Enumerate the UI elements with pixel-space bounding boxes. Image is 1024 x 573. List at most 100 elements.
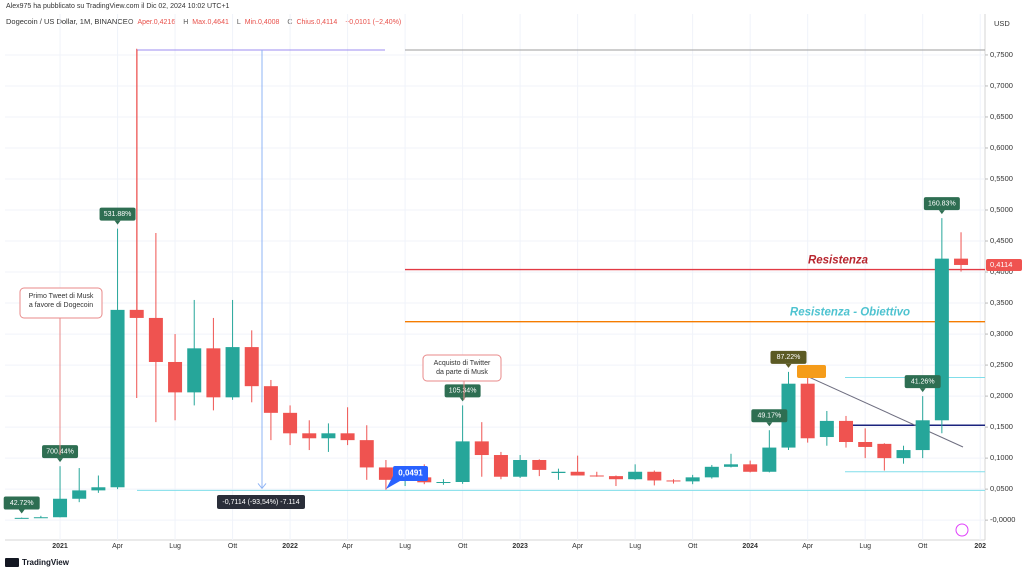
y-tick-label: -0,0000 xyxy=(990,515,1015,524)
candle-body xyxy=(359,440,374,468)
price-box xyxy=(986,258,1022,271)
candle-body xyxy=(781,383,796,448)
y-tick-label: 0,1000 xyxy=(990,453,1013,462)
candle-body xyxy=(148,317,163,362)
candle-body xyxy=(436,482,451,484)
candle-body xyxy=(110,309,125,488)
y-tick-label: 0,0500 xyxy=(990,484,1013,493)
candle-body xyxy=(551,471,566,474)
y-tick-label: 0,5500 xyxy=(990,174,1013,183)
x-tick-label: Apr xyxy=(342,543,354,550)
y-tick-label: 0,5000 xyxy=(990,205,1013,214)
level-label: Resistenza xyxy=(808,255,869,267)
candle-body xyxy=(91,487,106,491)
candle-body xyxy=(858,441,873,447)
change-label-box xyxy=(751,409,788,423)
y-tick-label: 0,6000 xyxy=(990,143,1013,152)
y-tick-label: 0,4000 xyxy=(990,267,1013,276)
candle-body xyxy=(244,347,259,387)
ohlc-legend: Chius.0,4114 xyxy=(296,19,337,26)
candle-body xyxy=(647,471,662,481)
change-pointer xyxy=(938,210,945,215)
candle-body xyxy=(225,347,240,398)
x-tick-label: Lug xyxy=(169,543,181,550)
candle-body xyxy=(532,459,547,470)
candle-body xyxy=(168,361,183,393)
callout-text: a favore di Dogecoin xyxy=(29,302,93,309)
x-tick-label: 2022 xyxy=(282,543,298,550)
level-label: Resistenza - Obiettivo xyxy=(790,307,910,319)
alert-icon xyxy=(955,523,969,537)
candle-body xyxy=(263,386,278,413)
x-tick-label: Ott xyxy=(458,543,467,550)
candle-body xyxy=(570,471,585,476)
candle-body xyxy=(800,383,815,439)
candle-body xyxy=(340,433,355,441)
candle-body xyxy=(685,477,700,482)
callout-box xyxy=(422,354,502,382)
candle-body xyxy=(628,471,643,480)
x-tick-label: 2024 xyxy=(742,543,758,550)
x-tick-label: Apr xyxy=(802,543,814,550)
candle-body xyxy=(704,466,719,478)
candle-body xyxy=(129,309,144,318)
change-label: 105.34% xyxy=(449,388,477,395)
change-label: 531.88% xyxy=(104,211,132,218)
candle-body xyxy=(877,443,892,459)
change-label: 87.22% xyxy=(777,354,801,361)
x-tick-label: Lug xyxy=(399,543,411,550)
change-label-box xyxy=(904,375,941,389)
candle-body xyxy=(608,476,623,480)
ohlc-legend: L xyxy=(237,19,241,26)
marker-label: 0,0491 xyxy=(398,469,423,478)
price-label: 0,4114 xyxy=(990,260,1012,269)
candle-body xyxy=(493,455,508,477)
x-tick-label: Ott xyxy=(688,543,697,550)
y-tick-label: 0,7500 xyxy=(990,50,1013,59)
candle-body xyxy=(53,498,68,518)
change-label: 41.26% xyxy=(911,378,935,385)
x-tick-label: 202 xyxy=(974,543,986,550)
candle-body xyxy=(513,459,528,477)
change-label: 160.83% xyxy=(928,200,956,207)
x-tick-label: Apr xyxy=(112,543,124,550)
change-label-box xyxy=(923,197,960,211)
x-tick-label: Lug xyxy=(859,543,871,550)
candle-body xyxy=(474,441,489,456)
x-tick-label: Lug xyxy=(629,543,641,550)
change-pointer xyxy=(18,509,25,514)
change-label-box xyxy=(3,496,40,510)
ohlc-legend: Max.0,4641 xyxy=(192,19,229,26)
candle-body xyxy=(723,464,738,467)
y-tick-label: 0,2000 xyxy=(990,391,1013,400)
change-label-box xyxy=(99,207,136,221)
symbol: Dogecoin / US Dollar, 1M, BINANCE xyxy=(6,17,128,26)
author-line: Alex975 ha pubblicato su TradingView.com… xyxy=(6,3,230,10)
x-tick-label: Ott xyxy=(918,543,927,550)
x-tick-label: 2023 xyxy=(512,543,528,550)
tv-logo xyxy=(5,558,19,567)
x-tick-label: Apr xyxy=(572,543,584,550)
y-tick-label: 0,6500 xyxy=(990,112,1013,121)
brand: TradingView xyxy=(22,558,70,567)
candle-body xyxy=(666,480,681,482)
change-pointer xyxy=(919,388,926,393)
change-pointer xyxy=(57,458,64,463)
change-label-box xyxy=(444,384,481,398)
candle-body xyxy=(819,420,834,438)
candle-body xyxy=(321,433,336,439)
candle-body xyxy=(954,258,969,265)
ohlc-legend: Min.0,4008 xyxy=(245,19,280,26)
callout-text: Acquisto di Twitter xyxy=(434,360,491,367)
candle-body xyxy=(33,517,48,519)
change-pointer xyxy=(114,220,121,225)
change-label: 42.72% xyxy=(10,500,34,507)
candle-body xyxy=(14,517,29,519)
candle-body xyxy=(915,420,930,451)
change-label-box xyxy=(770,350,807,364)
y-tick-label: 0,3500 xyxy=(990,298,1013,307)
y-tick-label: 0,1500 xyxy=(990,422,1013,431)
y-tick-label: 0,7000 xyxy=(990,81,1013,90)
y-tick-label: 0,3000 xyxy=(990,329,1013,338)
